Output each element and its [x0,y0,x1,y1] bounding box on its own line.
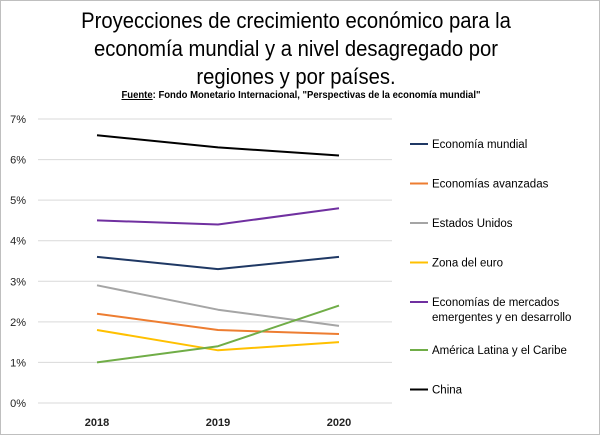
source-text: : Fondo Monetario Internacional, "Perspe… [152,90,481,101]
series-line-6 [96,304,340,364]
legend-label: Economía mundial [432,139,527,151]
chart-title-line-3: regiones y por países. [196,64,396,89]
chart-title-line-2: economía mundial y a nivel desagregado p… [94,36,498,61]
series-line-4 [96,329,340,352]
y-tick-label: 4% [10,236,26,248]
legend-label: Estados Unidos [432,218,513,230]
x-tick-label: 2020 [327,417,351,429]
y-tick-label: 2% [10,317,26,329]
series-line-2 [96,312,340,335]
chart-title: Proyecciones de crecimiento económico pa… [52,7,540,91]
series-line-7 [96,134,340,157]
legend-label: emergentes y en desarrollo [432,312,571,324]
y-tick-label: 7% [10,114,26,126]
legend-label: Zona del euro [432,258,503,270]
source-label: Fuente [121,90,153,101]
chart-source: Fuente: Fondo Monetario Internacional, "… [92,90,510,101]
legend-label: América Latina y el Caribe [432,345,567,357]
y-tick-label: 0% [10,398,26,410]
y-tick-label: 3% [10,276,26,288]
chart-title-line-1: Proyecciones de crecimiento económico pa… [81,8,511,33]
series-line-1 [96,255,340,271]
x-tick-label: 2018 [85,417,109,429]
legend-label: Economías avanzadas [432,179,549,191]
legend-label: Economías de mercados [432,297,559,309]
legend-label: China [432,385,463,397]
series-line-5 [96,207,340,226]
series-line-3 [96,284,340,327]
y-tick-label: 6% [10,155,26,167]
y-tick-label: 5% [10,195,26,207]
y-tick-label: 1% [10,357,26,369]
x-tick-label: 2019 [206,417,230,429]
